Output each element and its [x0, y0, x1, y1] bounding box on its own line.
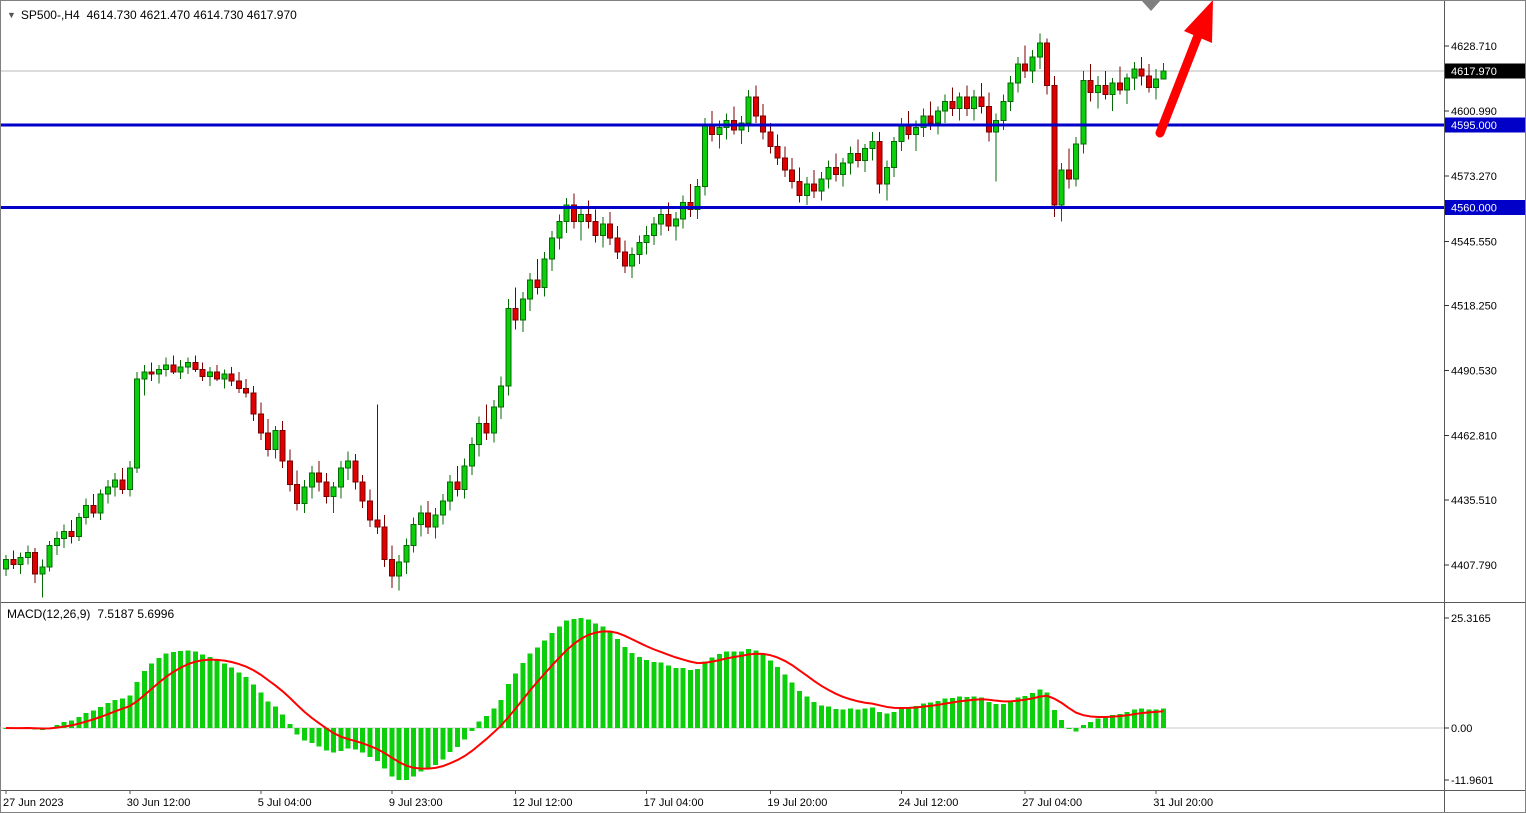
level-price-label: 4560.000 — [1451, 202, 1497, 214]
symbol-period-label: SP500-,H4 — [20, 8, 80, 22]
time-axis-label: 9 Jul 23:00 — [389, 797, 443, 809]
time-axis: 27 Jun 2023 30 Jun 12:00 5 Jul 04:00 9 Jul … — [3, 790, 1213, 809]
macd-axis-label: -11.9601 — [1451, 775, 1494, 787]
time-axis-label: 5 Jul 04:00 — [258, 797, 312, 809]
candlestick-series — [3, 33, 1167, 598]
time-axis-label: 12 Jul 12:00 — [513, 797, 573, 809]
time-axis-label: 19 Jul 20:00 — [767, 797, 827, 809]
trend-arrow[interactable] — [1155, 0, 1213, 138]
time-axis-label: 31 Jul 20:00 — [1153, 797, 1213, 809]
time-axis-label: 27 Jul 04:00 — [1022, 797, 1082, 809]
price-axis-label: 4628.710 — [1451, 41, 1497, 53]
macd-signal-line — [5, 630, 1164, 770]
price-axis-label: 4600.990 — [1451, 106, 1497, 118]
level-price-label: 4595.000 — [1451, 120, 1497, 132]
macd-axis-label: 0.00 — [1451, 723, 1472, 735]
title-triangle-icon: ▼ — [7, 10, 16, 20]
macd-indicator-label: MACD(12,26,9) 7.5187 5.6996 — [7, 607, 174, 621]
chart-title-bar: ▼ SP500-,H4 4614.730 4621.470 4614.730 461… — [7, 8, 297, 22]
time-axis-label: 27 Jun 2023 — [3, 797, 64, 809]
chart-shift-marker-icon[interactable] — [1142, 1, 1160, 11]
price-axis-label: 4573.270 — [1451, 171, 1497, 183]
macd-values-label: 7.5187 5.6996 — [97, 607, 175, 621]
price-axis-label: 4490.530 — [1451, 366, 1497, 378]
macd-name-label: MACD(12,26,9) — [7, 607, 91, 621]
time-axis-label: 17 Jul 04:00 — [644, 797, 704, 809]
current-price-label: 4617.970 — [1451, 66, 1497, 78]
macd-histogram — [3, 617, 1167, 780]
price-axis-label: 4407.790 — [1451, 560, 1497, 572]
time-axis-label: 30 Jun 12:00 — [127, 797, 191, 809]
price-axis-label: 4462.810 — [1451, 431, 1497, 443]
price-axis-label: 4545.550 — [1451, 236, 1497, 248]
time-axis-label: 24 Jul 12:00 — [898, 797, 958, 809]
ohlc-values-label: 4614.730 4621.470 4614.730 4617.970 — [86, 8, 297, 22]
price-axis: 4628.710 4600.990 4573.270 4545.550 4518.250… — [1444, 41, 1525, 787]
macd-axis-label: 25.3165 — [1451, 613, 1491, 625]
price-axis-label: 4518.250 — [1451, 300, 1497, 312]
price-axis-label: 4435.510 — [1451, 495, 1497, 507]
